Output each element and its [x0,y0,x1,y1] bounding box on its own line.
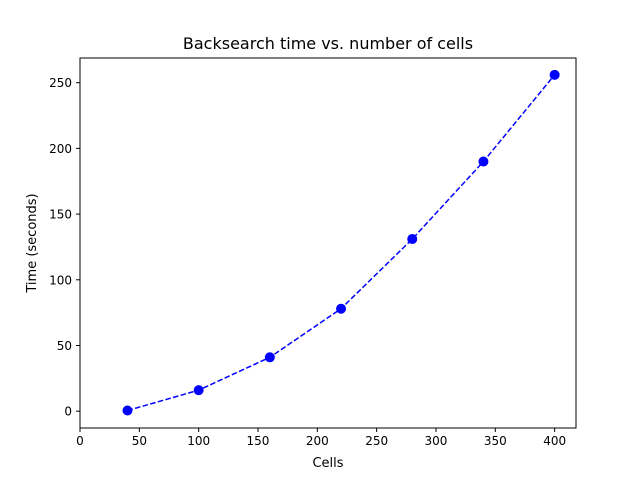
plot-frame [79,57,577,429]
y-axis-label: Time (seconds) [25,193,40,293]
data-point [549,69,560,80]
series-line [127,74,556,412]
x-tick-label: 200 [306,434,329,448]
x-tick-label: 0 [76,434,84,448]
y-axis-ticks: 0 50 100 150 200 250 [49,76,80,419]
chart-title: Backsearch time vs. number of cells [183,34,473,53]
x-tick-label: 50 [132,434,147,448]
x-tick-label: 250 [365,434,388,448]
x-tick-label: 400 [543,434,566,448]
y-tick-label: 150 [49,208,72,222]
data-point [193,385,204,396]
data-point [122,405,133,416]
y-tick-label: 100 [49,273,72,287]
x-tick-label: 100 [187,434,210,448]
x-axis-ticks: 0 50 100 150 200 250 300 350 400 [76,428,566,448]
x-tick-label: 350 [484,434,507,448]
y-tick-label: 250 [49,76,72,90]
x-axis-label: Cells [312,456,343,471]
data-point [478,156,489,167]
plot-area [79,57,577,429]
data-point [264,352,275,363]
y-tick-label: 0 [64,405,72,419]
x-tick-label: 150 [247,434,270,448]
y-tick-label: 50 [57,339,72,353]
data-point [336,303,347,314]
y-tick-label: 200 [49,142,72,156]
series-layer [122,69,560,416]
x-tick-label: 300 [425,434,448,448]
data-point [407,234,418,245]
